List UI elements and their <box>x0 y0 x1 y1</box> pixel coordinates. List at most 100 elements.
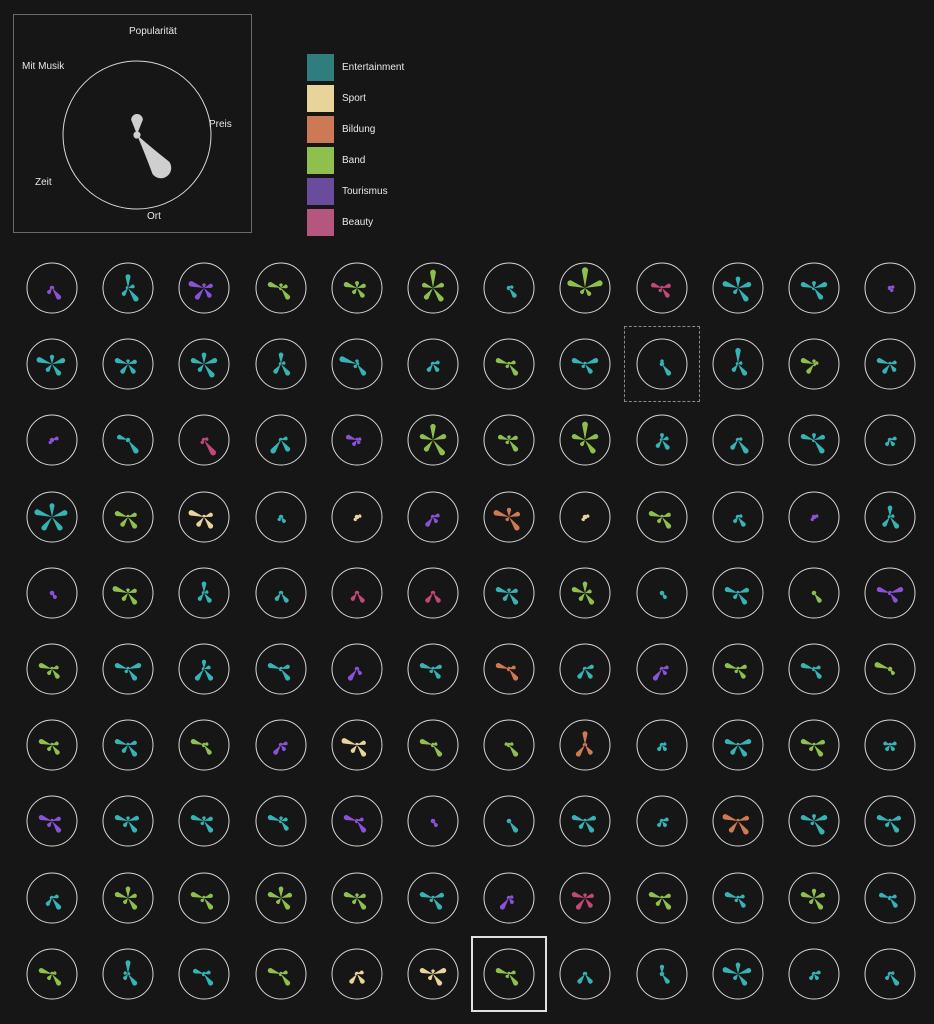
event-glyph-entertainment[interactable] <box>852 783 928 859</box>
event-glyph-tourismus[interactable] <box>14 555 90 631</box>
event-glyph-beauty[interactable] <box>547 860 623 936</box>
event-glyph-band[interactable] <box>243 936 319 1012</box>
event-glyph-entertainment[interactable] <box>700 326 776 402</box>
event-glyph-entertainment[interactable] <box>700 479 776 555</box>
event-glyph-tourismus[interactable] <box>852 250 928 326</box>
event-glyph-entertainment[interactable] <box>90 707 166 783</box>
event-glyph-bildung[interactable] <box>547 707 623 783</box>
event-glyph-entertainment[interactable] <box>14 326 90 402</box>
event-glyph-tourismus[interactable] <box>471 860 547 936</box>
event-glyph-entertainment[interactable] <box>776 402 852 478</box>
event-glyph-bildung[interactable] <box>700 783 776 859</box>
event-glyph-entertainment[interactable] <box>547 936 623 1012</box>
event-glyph-band[interactable] <box>624 479 700 555</box>
event-glyph-tourismus[interactable] <box>243 707 319 783</box>
event-glyph-entertainment[interactable] <box>700 936 776 1012</box>
event-glyph-entertainment[interactable] <box>243 402 319 478</box>
event-glyph-sport[interactable] <box>166 479 242 555</box>
event-glyph-bildung[interactable] <box>471 631 547 707</box>
event-glyph-entertainment[interactable] <box>852 479 928 555</box>
event-glyph-band[interactable] <box>14 707 90 783</box>
event-glyph-sport[interactable] <box>319 707 395 783</box>
event-glyph-entertainment[interactable] <box>243 326 319 402</box>
event-glyph-entertainment[interactable] <box>471 555 547 631</box>
event-glyph-band[interactable] <box>319 250 395 326</box>
event-glyph-band[interactable] <box>547 402 623 478</box>
event-glyph-entertainment[interactable] <box>471 250 547 326</box>
event-glyph-band[interactable] <box>471 326 547 402</box>
event-glyph-entertainment[interactable] <box>90 326 166 402</box>
event-glyph-band[interactable] <box>14 631 90 707</box>
event-glyph-tourismus[interactable] <box>776 479 852 555</box>
event-glyph-tourismus[interactable] <box>166 250 242 326</box>
event-glyph-entertainment[interactable] <box>319 326 395 402</box>
event-glyph-sport[interactable] <box>547 479 623 555</box>
event-glyph-entertainment[interactable] <box>90 631 166 707</box>
event-glyph-entertainment[interactable] <box>14 479 90 555</box>
event-glyph-tourismus[interactable] <box>852 555 928 631</box>
event-glyph-band[interactable] <box>471 402 547 478</box>
event-glyph-entertainment[interactable] <box>624 402 700 478</box>
event-glyph-entertainment[interactable] <box>700 402 776 478</box>
event-glyph-band[interactable] <box>395 402 471 478</box>
event-glyph-band[interactable] <box>852 631 928 707</box>
event-glyph-beauty[interactable] <box>624 250 700 326</box>
event-glyph-band[interactable] <box>624 860 700 936</box>
event-glyph-entertainment[interactable] <box>243 631 319 707</box>
event-glyph-entertainment[interactable] <box>852 326 928 402</box>
event-glyph-sport[interactable] <box>319 936 395 1012</box>
event-glyph-tourismus[interactable] <box>319 402 395 478</box>
event-glyph-band[interactable] <box>395 707 471 783</box>
event-glyph-tourismus[interactable] <box>319 631 395 707</box>
event-glyph-entertainment[interactable] <box>547 631 623 707</box>
event-glyph-entertainment[interactable] <box>471 783 547 859</box>
event-glyph-sport[interactable] <box>395 936 471 1012</box>
event-glyph-entertainment[interactable] <box>852 860 928 936</box>
event-glyph-entertainment[interactable] <box>700 250 776 326</box>
event-glyph-entertainment[interactable] <box>547 783 623 859</box>
event-glyph-tourismus[interactable] <box>395 783 471 859</box>
event-glyph-sport[interactable] <box>319 479 395 555</box>
event-glyph-tourismus[interactable] <box>395 479 471 555</box>
event-glyph-entertainment[interactable] <box>90 783 166 859</box>
event-glyph-entertainment[interactable] <box>166 326 242 402</box>
event-glyph-band[interactable] <box>243 860 319 936</box>
event-glyph-entertainment[interactable] <box>243 783 319 859</box>
event-glyph-band[interactable] <box>166 707 242 783</box>
event-glyph-band[interactable] <box>14 936 90 1012</box>
event-glyph-tourismus[interactable] <box>319 783 395 859</box>
event-glyph-tourismus[interactable] <box>624 631 700 707</box>
legend-item-entertainment[interactable]: Entertainment <box>307 52 404 83</box>
event-glyph-entertainment[interactable] <box>243 555 319 631</box>
event-glyph-entertainment[interactable] <box>90 936 166 1012</box>
legend-item-tourismus[interactable]: Tourismus <box>307 176 404 207</box>
event-glyph-band[interactable] <box>166 860 242 936</box>
event-glyph-entertainment[interactable] <box>90 250 166 326</box>
legend-item-bildung[interactable]: Bildung <box>307 114 404 145</box>
event-glyph-entertainment[interactable] <box>623 326 700 403</box>
event-glyph-entertainment[interactable] <box>14 860 90 936</box>
event-glyph-entertainment[interactable] <box>90 402 166 478</box>
event-glyph-band[interactable] <box>90 479 166 555</box>
event-glyph-entertainment[interactable] <box>243 479 319 555</box>
event-glyph-entertainment[interactable] <box>624 707 700 783</box>
event-glyph-tourismus[interactable] <box>14 402 90 478</box>
event-glyph-band[interactable] <box>90 860 166 936</box>
event-glyph-tourismus[interactable] <box>14 250 90 326</box>
event-glyph-entertainment[interactable] <box>776 250 852 326</box>
event-glyph-entertainment[interactable] <box>624 555 700 631</box>
event-glyph-band[interactable] <box>547 555 623 631</box>
event-glyph-beauty[interactable] <box>319 555 395 631</box>
event-glyph-tourismus[interactable] <box>14 783 90 859</box>
event-glyph-entertainment[interactable] <box>395 631 471 707</box>
event-glyph-band[interactable] <box>776 860 852 936</box>
event-glyph-band[interactable] <box>776 707 852 783</box>
event-glyph-entertainment[interactable] <box>395 860 471 936</box>
event-glyph-entertainment[interactable] <box>166 936 242 1012</box>
event-glyph-beauty[interactable] <box>395 555 471 631</box>
event-glyph-band[interactable] <box>319 860 395 936</box>
event-glyph-band[interactable] <box>776 326 852 402</box>
event-glyph-band[interactable] <box>243 250 319 326</box>
event-glyph-entertainment[interactable] <box>166 555 242 631</box>
legend-item-sport[interactable]: Sport <box>307 83 404 114</box>
